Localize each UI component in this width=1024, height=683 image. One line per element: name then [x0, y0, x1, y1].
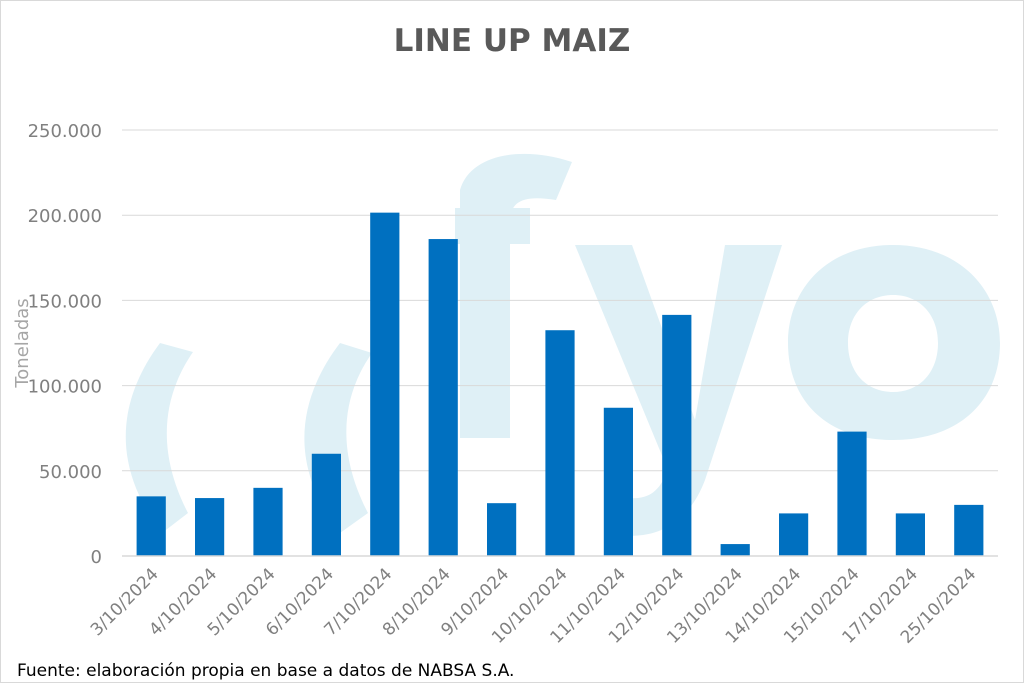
y-tick-label: 200.000 — [28, 206, 102, 227]
y-tick-label: 150.000 — [28, 291, 102, 312]
bar — [895, 513, 925, 556]
bar — [311, 453, 341, 556]
y-tick-label: 0 — [91, 547, 102, 568]
source-note: Fuente: elaboración propia en base a dat… — [17, 661, 514, 681]
bar — [720, 544, 750, 556]
bars — [136, 212, 984, 557]
chart-title: LINE UP MAIZ — [394, 23, 631, 59]
bar — [136, 496, 166, 556]
bar — [954, 504, 984, 556]
bar — [195, 498, 225, 556]
bar — [370, 212, 400, 557]
y-tick-label: 250.000 — [28, 121, 102, 142]
bar — [487, 503, 517, 556]
bar — [428, 239, 458, 556]
y-tick-label: 100.000 — [28, 377, 102, 398]
bar — [545, 330, 575, 556]
x-axis-ticks: 3/10/20244/10/20245/10/20246/10/20247/10… — [87, 564, 980, 647]
watermark-logo — [125, 153, 1000, 536]
y-axis-label: Toneladas — [12, 298, 33, 388]
bar — [253, 487, 283, 556]
bar — [837, 431, 867, 556]
bar — [662, 314, 692, 556]
bar — [779, 513, 809, 556]
bar — [603, 407, 633, 556]
y-tick-label: 50.000 — [39, 462, 102, 483]
y-axis-ticks: 0 50.000 100.000 150.000 200.000 250.000 — [28, 121, 102, 568]
